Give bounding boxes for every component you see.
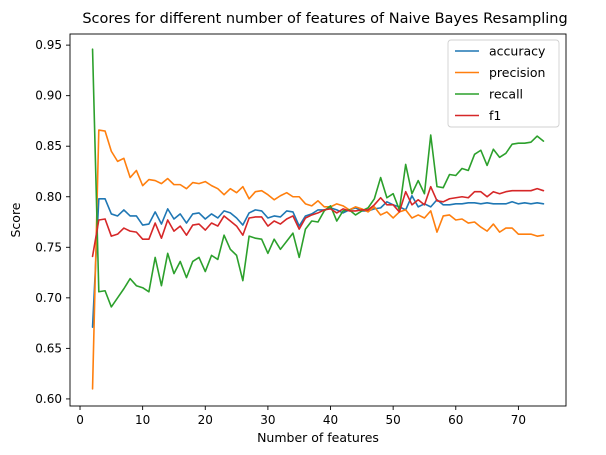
x-tick-label: 20 [198,413,213,427]
plot-frame [69,33,567,407]
series-line-precision [91,129,545,390]
x-tick-label: 30 [260,413,275,427]
x-tick-label: 70 [511,413,526,427]
x-axis: 0 10 20 30 40 50 60 70 [76,406,526,427]
y-tick-label: 0.65 [35,341,62,355]
x-axis-label: Number of features [257,430,379,445]
legend-label-recall: recall [489,87,523,102]
series-line-accuracy [91,194,545,328]
plot-lines [91,48,545,390]
chart-title: Scores for different number of features … [82,11,567,27]
x-tick-label: 10 [135,413,150,427]
x-tick-label: 0 [76,413,84,427]
series-line-f1 [91,185,545,258]
x-tick-label: 50 [386,413,401,427]
y-axis-label: Score [8,202,23,237]
x-tick-label: 60 [448,413,463,427]
y-tick-label: 0.70 [35,291,62,305]
legend-label-precision: precision [489,65,545,80]
y-tick-label: 0.85 [35,139,62,153]
y-axis: 0.60 0.65 0.70 0.75 0.80 0.85 0.90 0.95 [35,38,70,406]
y-tick-label: 0.95 [35,38,62,52]
x-tick-label: 40 [323,413,338,427]
y-tick-label: 0.60 [35,392,62,406]
legend-box [447,39,560,128]
y-tick-label: 0.80 [35,190,62,204]
y-tick-label: 0.75 [35,240,62,254]
legend-label-f1: f1 [489,108,501,123]
series-line-recall [91,48,545,308]
legend-label-accuracy: accuracy [489,44,546,59]
y-tick-label: 0.90 [35,89,62,103]
legend: accuracy precision recall f1 [447,39,560,128]
